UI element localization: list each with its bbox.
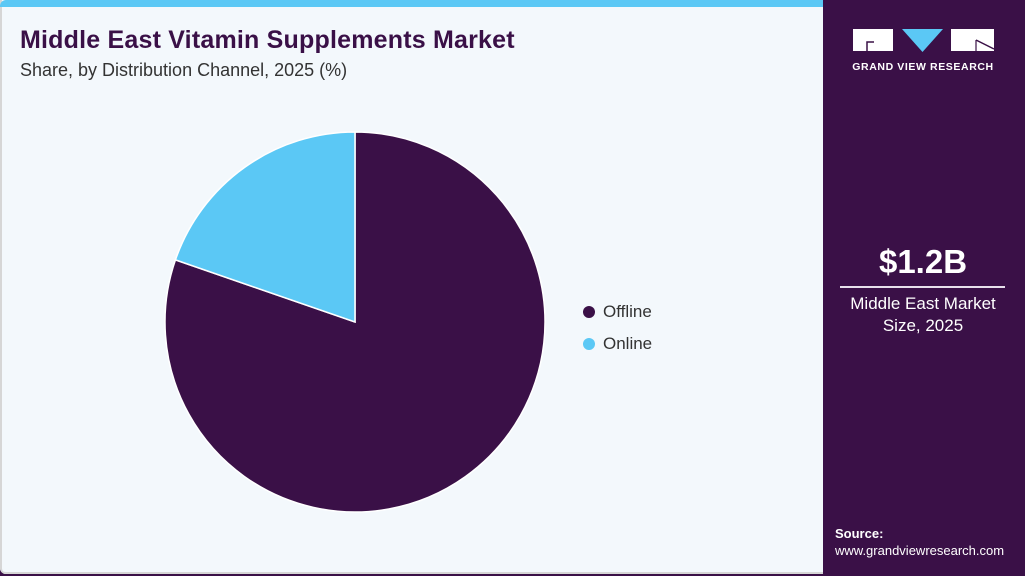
market-label-line1: Middle East Market <box>850 294 996 313</box>
market-label-line2: Size, 2025 <box>882 316 964 335</box>
logo-text: GRAND VIEW RESEARCH <box>852 61 994 73</box>
source-link[interactable]: www.grandviewresearch.com <box>835 543 1005 558</box>
legend-label-online: Online <box>603 334 653 353</box>
legend-dot-offline-icon <box>583 306 595 318</box>
pie-slice-online <box>174 131 356 324</box>
legend-label-offline: Offline <box>603 302 652 321</box>
grand-view-research-logo-icon <box>853 29 995 52</box>
legend-item-online: Online <box>583 328 652 360</box>
accent-top-bar <box>0 0 823 7</box>
side-panel: GRAND VIEW RESEARCH $1.2B Middle East Ma… <box>823 0 1025 576</box>
legend-dot-online-icon <box>583 338 595 350</box>
legend-item-offline: Offline <box>583 296 652 328</box>
chart-title: Middle East Vitamin Supplements Market <box>20 26 515 54</box>
legend: Offline Online <box>583 296 652 360</box>
market-size-label: Middle East Market Size, 2025 <box>823 293 1023 337</box>
chart-subtitle: Share, by Distribution Channel, 2025 (%) <box>20 60 348 80</box>
pie-chart <box>164 131 546 513</box>
source-label: Source: <box>835 526 884 541</box>
market-size-value: $1.2B <box>878 243 968 280</box>
divider <box>840 286 1005 288</box>
